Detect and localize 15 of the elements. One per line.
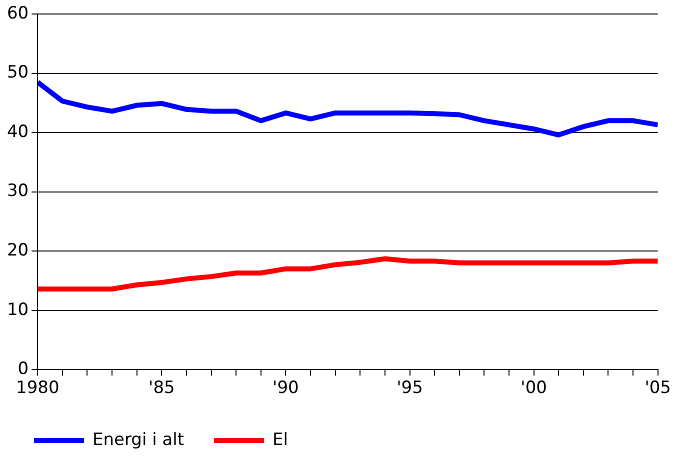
legend-label: El [272, 430, 288, 450]
x-tick-label: '95 [396, 378, 423, 398]
x-tick-label: '85 [148, 378, 175, 398]
x-tick-label: '00 [520, 378, 547, 398]
y-tick-label: 50 [6, 62, 29, 83]
y-tick-label: 10 [6, 300, 29, 320]
y-tick-label: 30 [6, 181, 29, 202]
y-tick-label: 0 [18, 359, 29, 380]
y-tick-label: 20 [6, 240, 29, 260]
legend-label: Energi i alt [92, 430, 184, 450]
x-tick-label: 1980 [16, 378, 60, 398]
x-tick-label: '90 [272, 378, 299, 398]
y-tick-label: 40 [6, 122, 29, 142]
x-tick-label: '05 [644, 378, 672, 398]
y-tick-label: 60 [6, 3, 29, 24]
